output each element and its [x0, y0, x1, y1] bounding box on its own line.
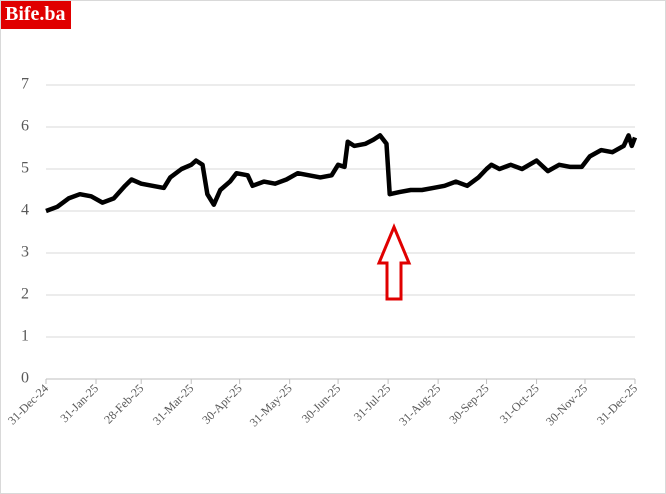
x-tick-label: 31-Jan-25 — [57, 381, 101, 425]
y-tick-label: 0 — [21, 370, 29, 387]
x-tick-label: 31-Aug-25 — [396, 381, 443, 428]
x-tick-label: 28-Feb-25 — [101, 381, 146, 426]
y-tick-label: 3 — [21, 244, 29, 261]
x-tick-label: 31-Dec-25 — [594, 381, 640, 427]
y-tick-label: 1 — [21, 328, 29, 345]
x-tick-label: 30-Apr-25 — [199, 381, 245, 427]
x-tick-label: 31-May-25 — [247, 381, 295, 429]
arrow — [376, 223, 412, 301]
y-tick-label: 7 — [21, 76, 29, 93]
x-tick-label: 31-Oct-25 — [497, 381, 542, 426]
logo: Bife.ba — [1, 1, 71, 29]
line — [45, 133, 638, 214]
x-tick-label: 30-Jun-25 — [299, 381, 343, 425]
y-tick-label: 4 — [21, 202, 29, 219]
y-tick-label: 2 — [21, 286, 29, 303]
x-tick-label: 31-Jul-25 — [351, 381, 393, 423]
x-tick-label: 31-Dec-24 — [5, 381, 51, 427]
x-tick-label: 31-Mar-25 — [150, 381, 196, 427]
x-tick-label: 30-Sep-25 — [446, 381, 491, 426]
x-tick-label: 30-Nov-25 — [543, 381, 590, 428]
y-tick-label: 6 — [21, 118, 29, 135]
y-tick-label: 5 — [21, 160, 29, 177]
